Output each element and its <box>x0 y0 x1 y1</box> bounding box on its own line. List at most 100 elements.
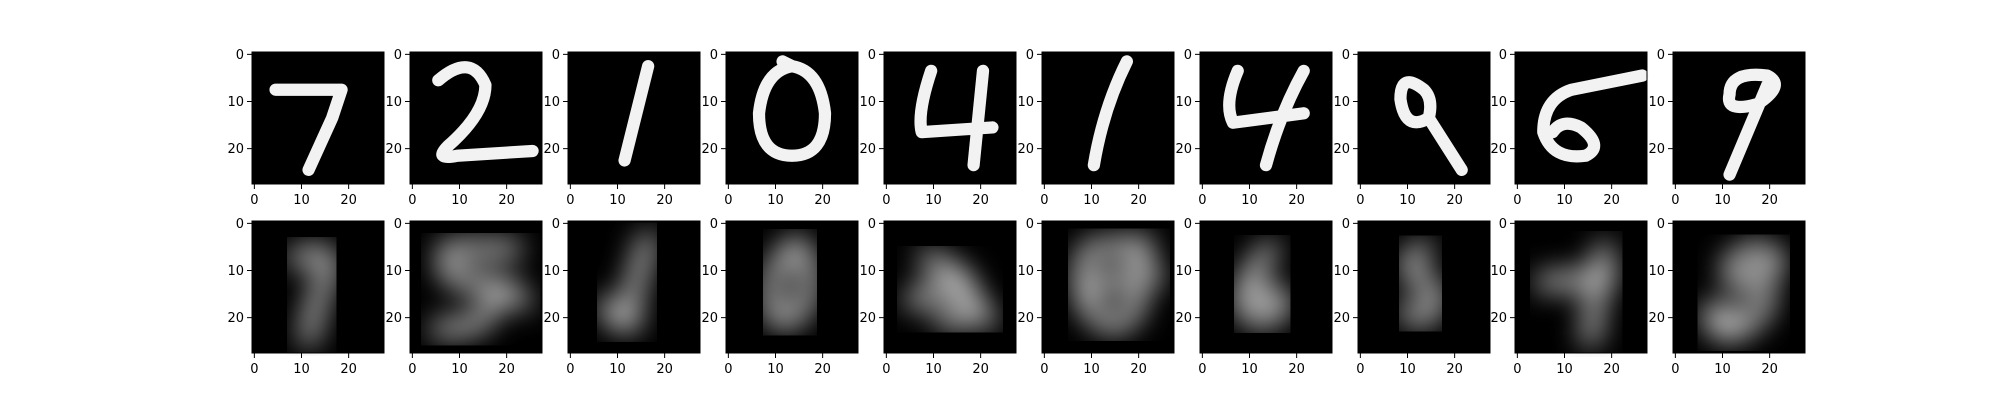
digit-stroke <box>752 55 832 162</box>
digit-path <box>762 236 818 329</box>
axes-frame <box>409 220 543 354</box>
image-panel: 0 10 20 0 10 20 <box>385 217 543 377</box>
image-panel: 0 10 20 0 10 20 <box>1490 48 1649 208</box>
image-panel: 0 10 20 0 10 20 <box>1017 48 1175 208</box>
y-tick-label: 10 <box>1175 264 1192 279</box>
y-tick-label: 0 <box>1026 217 1034 232</box>
y-tick-label: 20 <box>385 311 402 326</box>
axes-frame <box>883 220 1017 354</box>
digit-stroke <box>903 250 997 329</box>
x-tick-label: 10 <box>1241 362 1258 377</box>
digit-stroke <box>1537 69 1649 163</box>
x-tick-label: 0 <box>1513 362 1521 377</box>
digit-stroke <box>1074 236 1164 334</box>
y-tick-label: 20 <box>701 311 718 326</box>
x-tick-label: 20 <box>1130 193 1147 208</box>
y-tick-label: 0 <box>1026 48 1034 63</box>
y-tick-label: 20 <box>1017 142 1034 157</box>
x-tick-label: 10 <box>293 362 310 377</box>
y-tick-label: 10 <box>1175 95 1192 110</box>
x-tick-label: 0 <box>1356 193 1364 208</box>
y-tick-label: 20 <box>1333 311 1350 326</box>
digit-path <box>269 83 348 176</box>
y-tick-label: 10 <box>543 95 560 110</box>
digit-stroke <box>762 236 818 329</box>
y-tick-label: 10 <box>385 264 402 279</box>
y-tick-label: 10 <box>701 264 718 279</box>
y-tick-label: 20 <box>859 311 876 326</box>
x-tick-label: 10 <box>609 193 626 208</box>
y-tick-label: 0 <box>1499 217 1507 232</box>
x-tick-label: 0 <box>1513 193 1521 208</box>
digit-stroke <box>914 64 999 172</box>
y-tick-label: 10 <box>385 95 402 110</box>
y-tick-label: 0 <box>552 217 560 232</box>
x-tick-label: 10 <box>1714 362 1731 377</box>
panel-image <box>1515 52 1647 184</box>
x-tick-label: 0 <box>1198 362 1206 377</box>
digit-stroke <box>269 83 348 176</box>
y-tick-label: 20 <box>1648 311 1665 326</box>
y-tick-label: 10 <box>1333 264 1350 279</box>
digit-stroke <box>1223 64 1310 172</box>
y-tick-label: 10 <box>227 264 244 279</box>
x-tick-label: 20 <box>340 193 357 208</box>
digit-path <box>1537 69 1649 163</box>
y-tick-label: 0 <box>710 217 718 232</box>
digit-path <box>432 61 539 164</box>
x-tick-label: 0 <box>882 362 890 377</box>
y-tick-label: 20 <box>543 142 560 157</box>
x-tick-label: 10 <box>1399 362 1416 377</box>
x-tick-label: 10 <box>767 362 784 377</box>
x-tick-label: 0 <box>1671 362 1679 377</box>
axes-frame <box>1041 220 1175 354</box>
y-tick-label: 10 <box>543 264 560 279</box>
digit-path <box>903 250 997 329</box>
y-tick-label: 20 <box>385 142 402 157</box>
y-tick-label: 10 <box>859 264 876 279</box>
axes-frame <box>1357 220 1491 354</box>
digit-stroke <box>1233 240 1291 328</box>
axes-frame <box>1041 51 1175 185</box>
y-tick-label: 20 <box>1175 311 1192 326</box>
image-panel: 0 10 20 0 10 20 <box>385 48 543 208</box>
panel-image <box>252 52 384 184</box>
image-panel: 0 10 20 0 10 20 <box>1490 217 1648 377</box>
x-tick-label: 10 <box>925 362 942 377</box>
y-tick-label: 0 <box>710 48 718 63</box>
digit-path <box>285 245 338 348</box>
image-panel: 0 10 20 0 10 20 <box>543 217 701 377</box>
image-panel: 0 10 20 0 10 20 <box>543 48 701 208</box>
image-panel: 0 10 20 0 10 20 <box>1648 48 1806 208</box>
x-tick-label: 0 <box>408 362 416 377</box>
axes-frame <box>1199 51 1333 185</box>
y-tick-label: 20 <box>227 142 244 157</box>
image-panel: 0 10 20 0 10 20 <box>1648 217 1806 377</box>
panel-image <box>726 52 858 184</box>
x-tick-label: 20 <box>498 193 515 208</box>
image-panel: 0 10 20 0 10 20 <box>859 217 1017 377</box>
digit-stroke <box>1722 68 1781 181</box>
digit-path <box>597 231 657 334</box>
y-tick-label: 20 <box>701 142 718 157</box>
axes-frame <box>1514 220 1648 354</box>
x-tick-label: 20 <box>972 193 989 208</box>
x-tick-label: 0 <box>566 362 574 377</box>
x-tick-label: 20 <box>1761 362 1778 377</box>
image-panel: 0 10 20 0 10 20 <box>1333 217 1491 377</box>
x-tick-label: 20 <box>1446 193 1463 208</box>
x-tick-label: 10 <box>451 362 468 377</box>
digit-stroke <box>429 240 532 338</box>
digit-path <box>618 60 655 167</box>
image-panel: 0 10 20 0 10 20 <box>1175 217 1333 377</box>
axes-frame <box>883 51 1017 185</box>
y-tick-label: 0 <box>1657 48 1665 63</box>
y-tick-label: 0 <box>236 48 244 63</box>
y-tick-label: 0 <box>1657 217 1665 232</box>
digit-path <box>1396 240 1445 327</box>
digit-path <box>1722 68 1781 181</box>
digit-path <box>1087 55 1133 172</box>
x-tick-label: 20 <box>1603 362 1620 377</box>
image-panel: 0 10 20 0 10 20 <box>227 217 385 377</box>
